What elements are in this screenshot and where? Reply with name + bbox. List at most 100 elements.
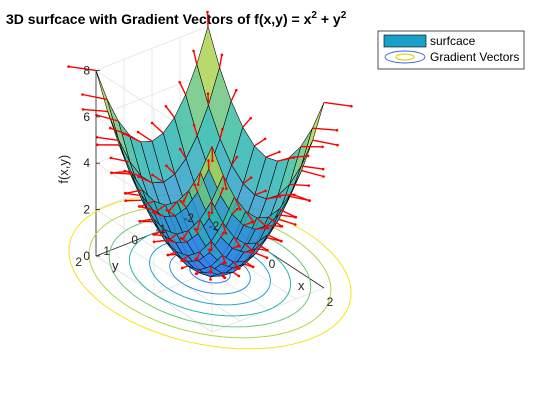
gradient-vector-head: [167, 253, 170, 257]
gradient-vector-head: [249, 176, 253, 179]
gradient-vector: [82, 108, 108, 113]
gradient-vector-head: [235, 88, 238, 92]
gradient-vector: [168, 233, 178, 241]
legend-entry-gradient-vectors: Gradient Vectors: [430, 50, 519, 64]
gradient-vector: [165, 165, 176, 175]
y-tick-label: 1: [103, 244, 110, 258]
gradient-vector-head: [164, 105, 168, 108]
legend-vectors-swatch-inner: [395, 53, 415, 61]
gradient-vector-head: [220, 53, 224, 57]
gradient-vector: [222, 222, 227, 234]
gradient-vector: [139, 218, 154, 222]
gradient-vector-head: [181, 259, 184, 263]
gradient-vector: [138, 176, 153, 184]
gradient-vector: [125, 199, 143, 202]
gradient-vector-head: [207, 159, 210, 162]
gradient-vector-head: [294, 215, 298, 219]
gradient-vector: [221, 255, 227, 264]
gradient-vector-head: [95, 136, 99, 139]
gradient-vector-head: [252, 250, 255, 254]
gradient-vector: [231, 156, 238, 166]
gradient-vector-head: [179, 237, 183, 240]
gradient-vector: [151, 122, 164, 134]
gradient-vector-head: [280, 239, 283, 243]
gradient-vector: [222, 175, 228, 189]
gradient-vector-head: [207, 211, 211, 214]
gradient-vector: [165, 105, 175, 119]
gradient-vector: [323, 101, 352, 107]
gradient-vector-head: [192, 49, 195, 53]
gradient-vector-head: [193, 227, 197, 231]
gradient-vector-head: [151, 210, 155, 214]
gradient-vector: [154, 229, 166, 236]
chart-title: 3D surfcace with Gradient Vectors of f(x…: [6, 10, 347, 27]
gradient-vector: [255, 252, 268, 259]
title-superscript-2: 2: [341, 10, 347, 21]
gradient-vector-head: [221, 187, 225, 190]
legend-surface-swatch: [383, 34, 427, 48]
contour-plot: [68, 194, 352, 350]
gradient-vector: [82, 93, 108, 101]
gradient-vector-head: [221, 127, 224, 131]
gradient-vector: [233, 261, 240, 270]
gradient-vector-head: [153, 233, 156, 236]
gradient-vector: [255, 248, 267, 251]
gradient-vector: [193, 184, 199, 193]
gradient-vector-head: [223, 276, 227, 280]
gradient-vector-head: [266, 226, 270, 230]
surface-mesh: [95, 25, 325, 277]
gradient-vector: [179, 148, 187, 159]
gradient-vector: [68, 65, 97, 72]
gradient-vector-head: [81, 108, 85, 111]
gradient-vector: [233, 196, 241, 210]
gradient-vector: [278, 214, 295, 218]
gradient-vector: [180, 200, 187, 209]
y-tick-label: 2: [75, 255, 82, 269]
gradient-vector-head: [321, 145, 324, 149]
gradient-vector-head: [181, 237, 185, 240]
gradient-vector-head: [237, 274, 241, 278]
gradient-vector-head: [109, 156, 113, 160]
gradient-vector: [301, 165, 324, 170]
legend-entry-surface: surfcace: [430, 34, 476, 48]
x-tick-label: 2: [327, 295, 334, 309]
gradient-vector-head: [264, 189, 267, 193]
gradient-vector-head: [153, 210, 157, 214]
gradient-vector-head: [206, 10, 209, 14]
gradient-vector-head: [294, 223, 297, 226]
gradient-vector-head: [211, 159, 214, 163]
gradient-vector: [96, 136, 119, 142]
gradient-vector-head: [193, 183, 196, 186]
y-tick-label: -2: [183, 211, 194, 225]
gradient-vector: [277, 156, 294, 162]
gradient-vector-head: [236, 244, 240, 248]
gradient-vector-head: [350, 104, 353, 108]
gradient-vector: [254, 138, 266, 147]
contour-line: [108, 216, 312, 328]
gradient-vector-head: [195, 257, 199, 261]
gradient-vector: [265, 151, 280, 158]
gradient-vector-head: [150, 121, 154, 125]
gradient-vector: [290, 192, 310, 202]
gradient-vector: [110, 127, 130, 136]
legend-vectors-swatch-outer: [384, 50, 426, 64]
gradient-vector: [245, 210, 255, 223]
gradient-vector: [111, 170, 131, 174]
x-axis-label: x: [298, 278, 305, 293]
gradient-vector: [312, 127, 338, 131]
gradient-vector-head: [96, 143, 99, 147]
gradient-vector-head: [182, 200, 185, 203]
gradient-vector-head: [124, 199, 127, 202]
gradient-vector: [242, 177, 252, 185]
gradient-vector: [242, 117, 252, 128]
title-mid: + y: [317, 11, 341, 27]
gradient-vector-head: [178, 81, 181, 84]
gradient-vector: [182, 230, 189, 239]
gradient-vector: [267, 234, 282, 242]
gradient-vector-head: [152, 240, 156, 244]
gradient-vector-head: [196, 228, 199, 231]
gradient-vectors: [67, 10, 353, 281]
gradient-vector: [244, 243, 255, 253]
